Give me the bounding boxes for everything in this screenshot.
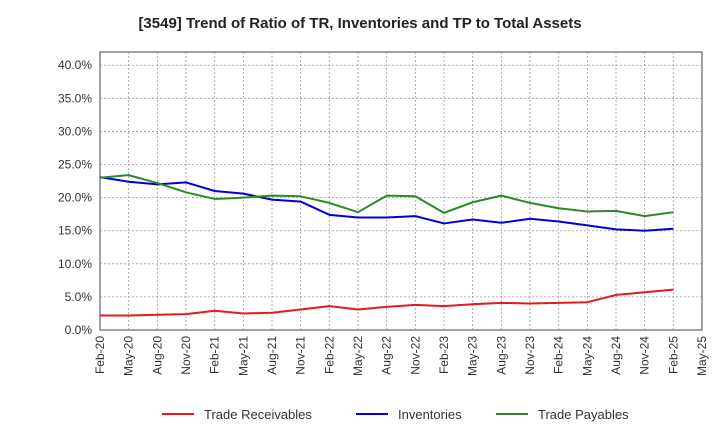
y-tick-label: 25.0% bbox=[58, 158, 92, 172]
x-tick-label: Aug-23 bbox=[494, 336, 508, 375]
x-tick-label: Feb-20 bbox=[93, 336, 107, 374]
plot-area: 0.0% 5.0% 10.0% 15.0% 20.0% 25.0% 30.0% 35.0% 40… bbox=[58, 51, 709, 376]
y-tick-label: 30.0% bbox=[58, 124, 92, 138]
y-tick-label: 15.0% bbox=[58, 224, 92, 238]
x-tick-label: May-24 bbox=[580, 336, 594, 376]
x-tick-label: May-25 bbox=[695, 336, 709, 376]
chart-title: [3549] Trend of Ratio of TR, Inventories… bbox=[138, 15, 582, 32]
x-tick-label: Feb-23 bbox=[437, 336, 451, 374]
legend: Trade Receivables Inventories Trade Payabl… bbox=[162, 407, 629, 422]
y-tick-label: 10.0% bbox=[58, 257, 92, 271]
y-tick-label: 5.0% bbox=[65, 290, 93, 304]
x-tick-label: May-23 bbox=[466, 336, 480, 376]
plot-frame bbox=[99, 51, 703, 331]
y-tick-label: 40.0% bbox=[58, 58, 92, 72]
x-tick-label: May-21 bbox=[236, 336, 250, 376]
y-tick-label: 35.0% bbox=[58, 91, 92, 105]
x-tick-label: Aug-24 bbox=[609, 336, 623, 375]
x-tick-label: Nov-23 bbox=[523, 336, 537, 375]
y-tick-label: 20.0% bbox=[58, 191, 92, 205]
x-tick-label: Feb-25 bbox=[666, 336, 680, 374]
x-tick-label: Feb-22 bbox=[322, 336, 336, 374]
x-tick-label: Nov-22 bbox=[408, 336, 422, 375]
y-tick-label: 0.0% bbox=[65, 323, 93, 337]
x-tick-label: Aug-20 bbox=[150, 336, 164, 375]
x-tick-label: Nov-21 bbox=[294, 336, 308, 375]
x-tick-label: Feb-21 bbox=[208, 336, 222, 374]
x-tick-label: May-22 bbox=[351, 336, 365, 376]
x-tick-label: Feb-24 bbox=[552, 336, 566, 374]
x-tick-label: Aug-22 bbox=[380, 336, 394, 375]
series-line-trade-payables bbox=[99, 174, 674, 218]
x-tick-label: Aug-21 bbox=[265, 336, 279, 375]
series-line-inventories bbox=[99, 176, 674, 232]
x-tick-label: Nov-20 bbox=[179, 336, 193, 375]
x-tick-label: May-20 bbox=[122, 336, 136, 376]
legend-label-trade-payables: Trade Payables bbox=[538, 407, 629, 422]
legend-label-trade-receivables: Trade Receivables bbox=[204, 407, 312, 422]
x-tick-label: Nov-24 bbox=[638, 336, 652, 375]
legend-label-inventories: Inventories bbox=[398, 407, 462, 422]
series-line-trade-receivables bbox=[100, 288, 674, 317]
